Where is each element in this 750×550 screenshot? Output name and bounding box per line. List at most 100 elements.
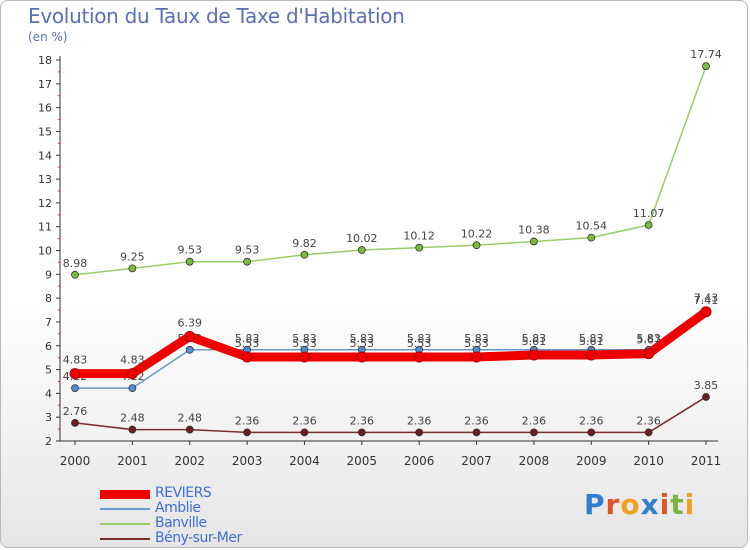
data-label: 5.83 xyxy=(407,332,432,345)
y-tick-label: 6 xyxy=(45,340,52,353)
data-label: 2.36 xyxy=(636,414,661,427)
data-point xyxy=(185,257,194,266)
data-point xyxy=(128,264,137,273)
data-point xyxy=(71,419,79,427)
data-point xyxy=(702,62,710,71)
data-point xyxy=(185,345,194,354)
data-label: 2.36 xyxy=(350,414,375,427)
data-label: 10.54 xyxy=(576,220,608,233)
data-label: 6.39 xyxy=(177,316,202,329)
data-label: 5.53 xyxy=(292,337,317,350)
data-point xyxy=(184,330,196,342)
data-point xyxy=(587,233,596,242)
data-label: 4.83 xyxy=(120,354,145,367)
x-tick-label: 2007 xyxy=(461,454,492,468)
y-tick-label: 2 xyxy=(45,435,52,448)
x-tick-label: 2002 xyxy=(174,454,205,468)
x-tick-label: 2011 xyxy=(691,454,722,468)
series-reviers: 4.83 4.83 6.39 5.53 5.53 5.53 5.53 5.53 5.61 5.61… xyxy=(63,292,719,380)
data-label: 7.41 xyxy=(694,294,719,307)
data-label: 5.83 xyxy=(350,332,375,345)
data-label: 5.83 xyxy=(235,332,260,345)
y-tick-label: 17 xyxy=(38,78,52,91)
y-tick-label: 9 xyxy=(45,268,52,281)
x-tick-label: 2009 xyxy=(576,454,607,468)
data-point xyxy=(644,428,653,437)
y-tick-label: 3 xyxy=(45,411,52,424)
data-label: 4.83 xyxy=(63,354,88,367)
data-point xyxy=(702,393,710,401)
data-label: 2.48 xyxy=(177,412,202,425)
legend-label: Banville xyxy=(155,515,207,531)
data-point xyxy=(357,428,366,437)
data-point xyxy=(300,428,309,437)
data-point xyxy=(530,428,538,437)
data-label: 2.48 xyxy=(120,412,145,425)
data-label: 7.43 xyxy=(694,292,719,305)
x-tick-label: 2001 xyxy=(117,454,148,468)
x-tick-label: 2000 xyxy=(60,454,91,468)
data-label: 5.83 xyxy=(292,332,317,345)
y-tick-label: 11 xyxy=(38,221,52,234)
data-point xyxy=(243,257,251,266)
data-point xyxy=(357,246,366,254)
data-label: 9.25 xyxy=(120,250,145,263)
x-tick-label: 2008 xyxy=(519,454,550,468)
data-label: 5.83 xyxy=(579,332,604,345)
chart-title: Evolution du Taux de Taxe d'Habitation xyxy=(28,4,405,28)
data-label: 2.36 xyxy=(407,414,432,427)
series-b-ny-sur-mer: 2.76 2.48 2.48 2.36 2.36 2.36 2.36 2.36 2.36 2.36… xyxy=(63,379,718,437)
data-point xyxy=(643,348,655,360)
x-tick-label: 2005 xyxy=(347,454,378,468)
data-point xyxy=(243,428,251,437)
y-tick-label: 16 xyxy=(38,102,52,115)
data-label: 2.36 xyxy=(579,414,604,427)
logo-letter: t xyxy=(670,488,685,521)
logo-letter: i xyxy=(659,488,671,521)
data-point xyxy=(69,368,81,380)
series-banville: 8.98 9.25 9.53 9.53 9.82 10.02 10.12 10.22 10.38… xyxy=(63,48,722,279)
data-point xyxy=(126,368,138,380)
legend-label: Amblie xyxy=(155,500,201,516)
logo-letter: i xyxy=(684,488,696,521)
data-label: 5.83 xyxy=(522,332,547,345)
data-point xyxy=(71,270,79,279)
series-line xyxy=(74,311,707,389)
data-point xyxy=(71,384,79,393)
data-point xyxy=(128,384,137,393)
series-amblie: 4.224.225.835.835.835.835.835.835.835.83… xyxy=(63,294,719,393)
data-point xyxy=(528,349,540,361)
series-line xyxy=(70,307,711,379)
y-tick-label: 18 xyxy=(38,54,52,67)
x-tick-label: 2004 xyxy=(289,454,320,468)
data-label: 11.07 xyxy=(633,207,665,220)
legend-swatch xyxy=(100,538,150,540)
data-label: 5.61 xyxy=(522,335,547,348)
legend-label: Bény-sur-Mer xyxy=(155,530,242,546)
proxiti-logo: Proxiti xyxy=(584,488,695,521)
data-label: 10.12 xyxy=(403,230,435,243)
data-label: 5.53 xyxy=(235,337,260,350)
logo-letter: o xyxy=(620,488,641,521)
data-point xyxy=(415,243,424,252)
data-label: 2.36 xyxy=(292,414,317,427)
data-point xyxy=(530,237,538,246)
legend-swatch xyxy=(100,489,150,499)
data-label: 5.53 xyxy=(350,337,375,350)
data-point xyxy=(413,351,425,363)
data-point xyxy=(356,351,368,363)
data-point xyxy=(472,428,481,437)
data-label: 5.67 xyxy=(636,334,661,347)
data-point xyxy=(644,221,653,229)
series-line xyxy=(74,396,707,434)
y-tick-label: 5 xyxy=(45,364,52,377)
data-point xyxy=(472,241,481,250)
data-label: 5.83 xyxy=(464,332,489,345)
data-label: 5.83 xyxy=(636,332,661,345)
data-label: 2.36 xyxy=(235,414,260,427)
data-label: 2.36 xyxy=(464,414,489,427)
data-label: 9.53 xyxy=(177,244,202,257)
data-point xyxy=(298,351,310,363)
